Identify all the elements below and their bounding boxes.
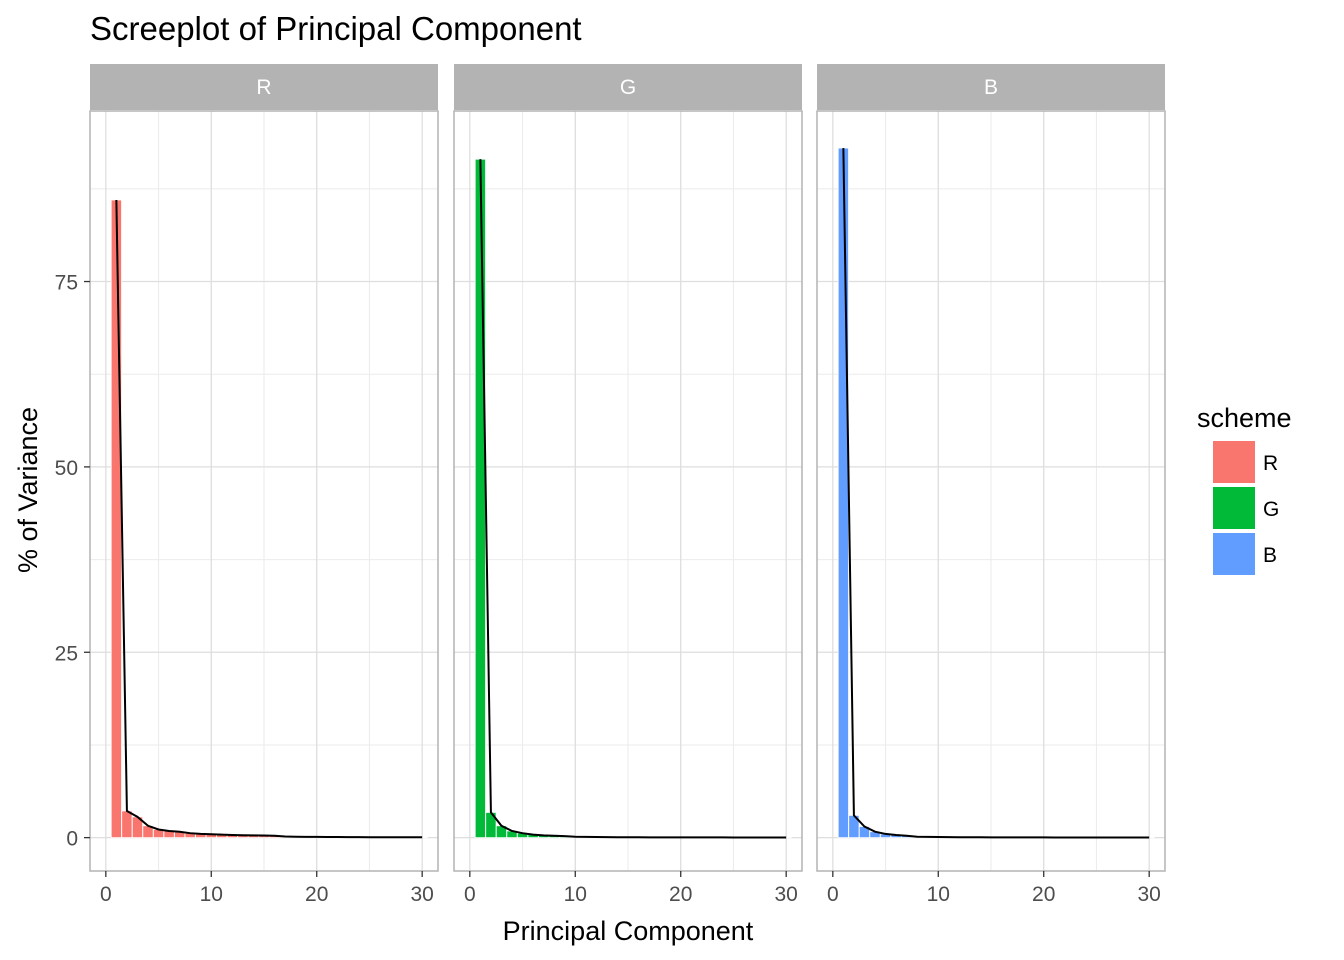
legend-label-g: G: [1263, 498, 1279, 521]
facet-strip: [90, 64, 438, 110]
panel-border: [453, 110, 803, 872]
legend-key-g: [1213, 487, 1255, 529]
legend-label-r: R: [1263, 452, 1278, 475]
bar-pc-2: [121, 810, 133, 839]
facet-strip: [454, 64, 802, 110]
x-tick-label: 20: [305, 883, 328, 906]
legend: scheme RGB: [1197, 403, 1292, 575]
x-tick-label: 30: [411, 883, 434, 906]
legend-key-r: [1213, 441, 1255, 483]
facet-panel-b: B 0 10 20 30: [816, 64, 1166, 906]
x-tick-label: 0: [827, 883, 839, 906]
y-axis-title: % of Variance: [13, 407, 43, 573]
y-tick-label: 0: [66, 828, 78, 851]
x-tick-label: 10: [564, 883, 587, 906]
x-tick-label: 0: [464, 883, 476, 906]
x-tick-label: 30: [1138, 883, 1161, 906]
x-tick-label: 30: [775, 883, 798, 906]
x-tick-label: 10: [927, 883, 950, 906]
bar-pc-1: [110, 199, 122, 839]
y-tick-label: 25: [55, 642, 78, 665]
y-tick-label: 75: [55, 272, 78, 295]
variance-line: [115, 199, 423, 839]
x-tick-label: 10: [200, 883, 223, 906]
legend-title: scheme: [1197, 403, 1292, 433]
y-tick-label: 50: [55, 457, 78, 480]
x-tick-label: 20: [669, 883, 692, 906]
variance-line: [842, 148, 1150, 839]
facet-panel-g: G 0 10 20 30: [453, 64, 803, 906]
x-tick-label: 0: [100, 883, 112, 906]
facet-strip: [817, 64, 1165, 110]
variance-line: [479, 159, 787, 839]
panel-border: [816, 110, 1166, 872]
x-axis-title: Principal Component: [503, 916, 754, 946]
chart-title: Screeplot of Principal Component: [90, 10, 582, 47]
panel-border: [89, 110, 439, 872]
bar-pc-1: [837, 147, 849, 839]
facet-panels: R 0 10 20 30 0 25 50 75 G 0 10 20 30 B 0 10 20 30: [55, 64, 1166, 906]
legend-key-b: [1213, 533, 1255, 575]
x-tick-label: 20: [1032, 883, 1055, 906]
facet-strip-label: R: [256, 76, 271, 99]
facet-strip-label: B: [984, 76, 998, 99]
facet-strip-label: G: [620, 76, 636, 99]
bar-pc-1: [474, 158, 486, 839]
legend-label-b: B: [1263, 544, 1277, 567]
facet-panel-r: R 0 10 20 30 0 25 50 75: [55, 64, 439, 906]
